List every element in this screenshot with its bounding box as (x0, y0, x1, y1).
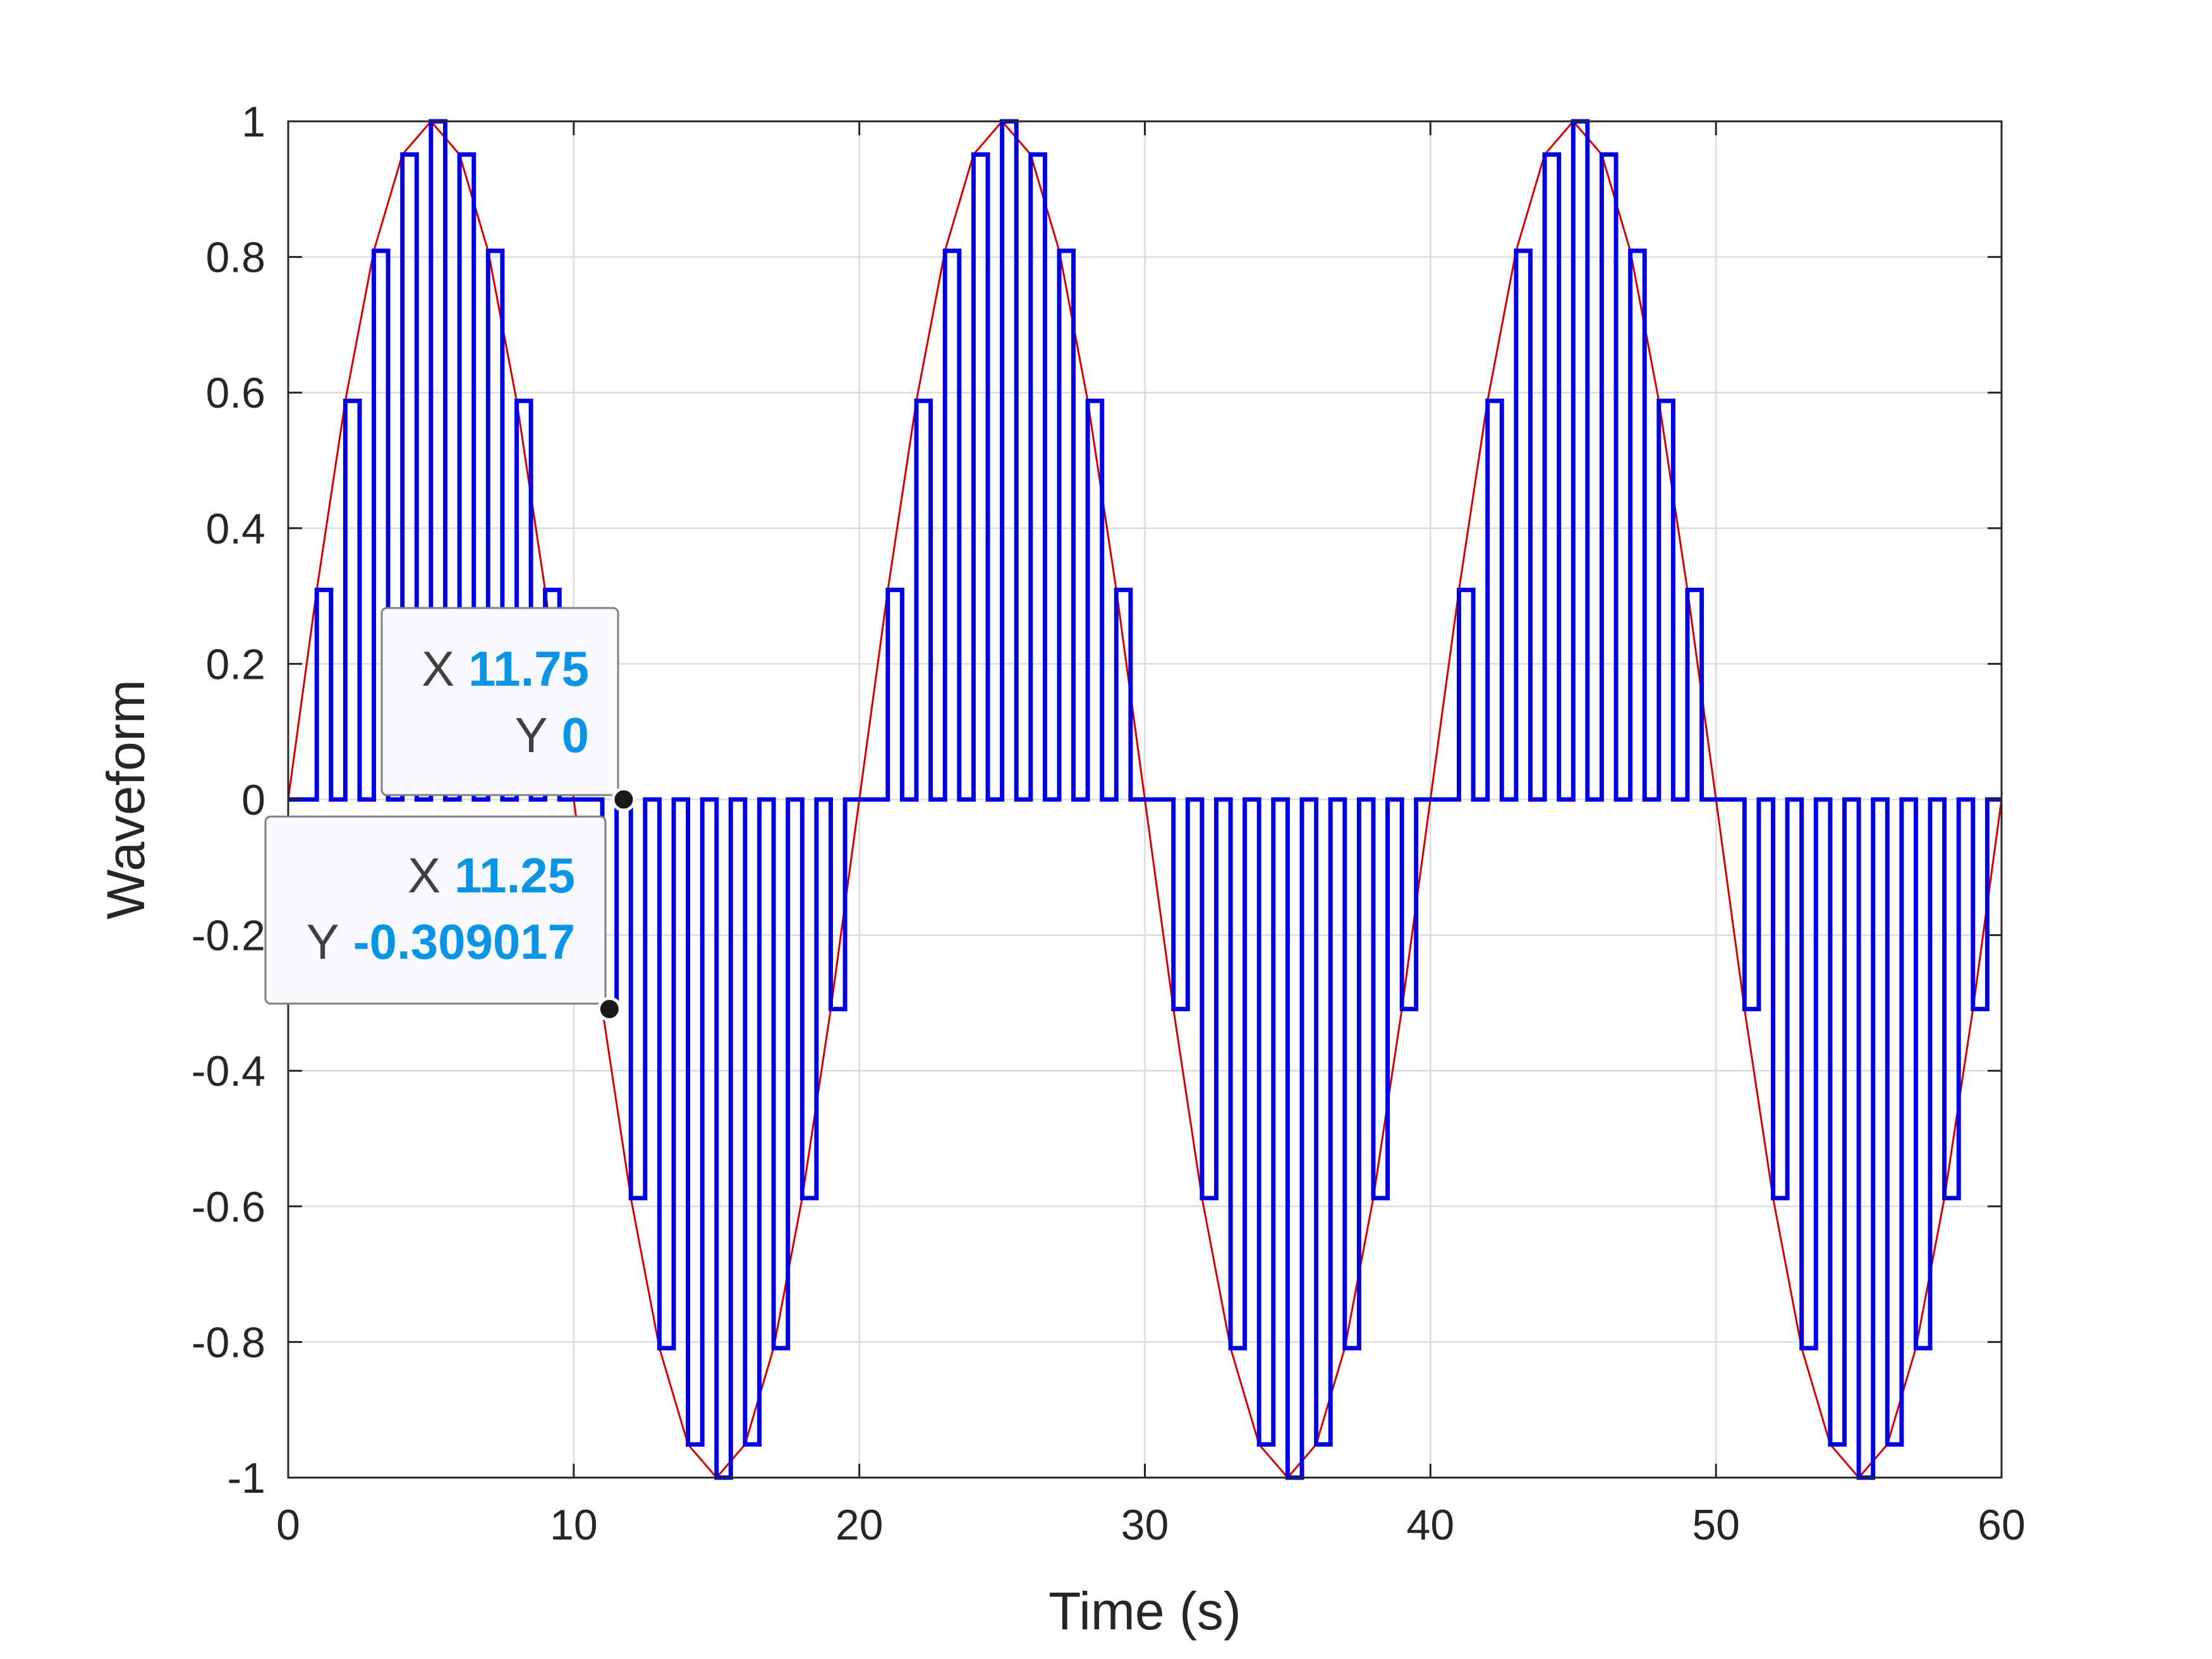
datatip-x-key: X (408, 848, 441, 903)
y-tick-label: 0.2 (205, 640, 265, 688)
datatip-box (380, 607, 619, 796)
datatip-y-value: -0.309017 (353, 914, 575, 969)
y-tick-label: 0.4 (205, 505, 265, 553)
x-axis-label: Time (s) (1048, 1581, 1241, 1641)
y-tick-label: 1 (241, 98, 265, 146)
datatip[interactable]: X 11.75 Y 0 (380, 607, 636, 812)
datatip-x-key: X (422, 641, 454, 696)
y-tick-label: -0.4 (191, 1047, 265, 1095)
y-tick-label: 0.8 (205, 234, 265, 282)
datatip-marker[interactable] (611, 787, 636, 812)
y-tick-labels: 1 0.8 0.6 0.4 0.2 0 -0.2 -0.4 -0.6 -0.8 -1 (191, 98, 265, 1502)
x-tick-label: 10 (550, 1501, 598, 1549)
pulse-waveform-line (288, 119, 2002, 1480)
x-tick-label: 20 (836, 1501, 884, 1549)
y-tick-label: 0.6 (205, 369, 265, 417)
x-tick-label: 40 (1407, 1501, 1455, 1549)
x-tick-label: 60 (1978, 1501, 2026, 1549)
x-tick-label: 0 (276, 1501, 300, 1549)
tick-marks (287, 120, 2003, 1479)
y-axis-label: Waveform (96, 679, 155, 920)
datatip-y-value: 0 (562, 707, 589, 763)
series-layer (287, 119, 2003, 1480)
y-tick-label: -0.8 (191, 1318, 265, 1366)
datatip-x-value: 11.25 (454, 848, 575, 903)
y-tick-label: -0.2 (191, 912, 265, 960)
plot-area[interactable] (287, 119, 2003, 1480)
datatip-marker[interactable] (597, 997, 622, 1022)
datatip[interactable]: X 11.25 Y -0.309017 (264, 815, 622, 1022)
y-tick-label: -0.6 (191, 1183, 265, 1231)
x-tick-label: 30 (1121, 1501, 1169, 1549)
datatip-y-key: Y (307, 914, 339, 969)
x-tick-label: 50 (1692, 1501, 1740, 1549)
x-tick-labels: 0 10 20 30 40 50 60 (276, 1501, 2026, 1549)
datatip-x-value: 11.75 (468, 641, 589, 696)
y-tick-label: -1 (228, 1454, 265, 1502)
datatip-box (264, 815, 607, 1005)
y-tick-label: 0 (241, 776, 265, 824)
datatip-y-key: Y (515, 707, 548, 763)
